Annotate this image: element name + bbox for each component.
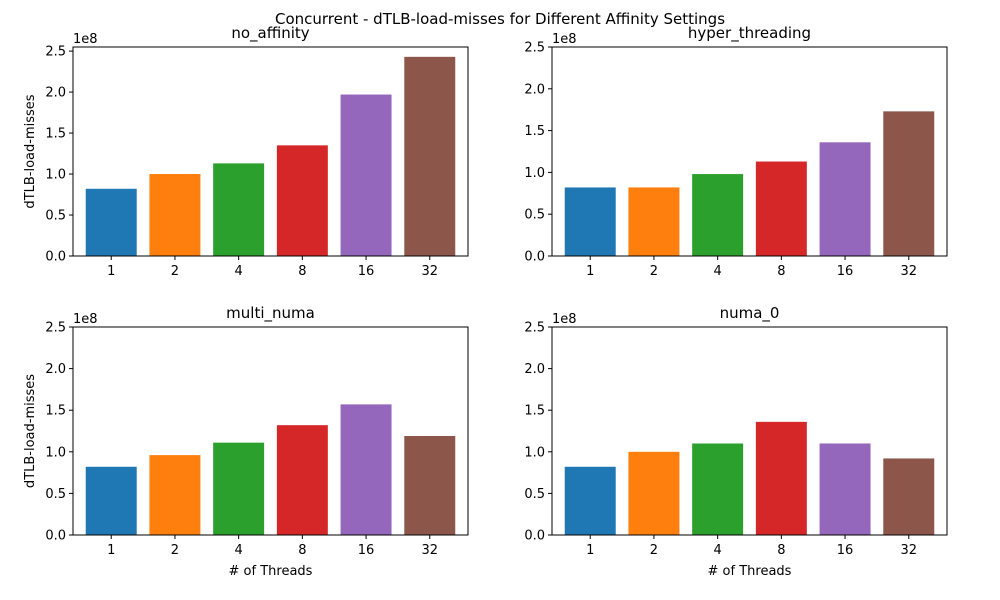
bar-8 — [755, 161, 807, 256]
y-tick-label: 1.5 — [524, 124, 545, 139]
y-tick-label: 1.0 — [524, 445, 545, 460]
axes-frame — [72, 46, 469, 257]
subplots: 0.0 0.5 1.0 1.5 2.0 2.5 1 2 4 8 16 32 1e8 no_affinity… — [23, 24, 948, 579]
x-tick-label: 8 — [298, 264, 306, 279]
axes-frame — [551, 326, 948, 536]
y-tick-label: 0.5 — [524, 487, 545, 502]
bar-8 — [755, 421, 807, 535]
bar-1 — [564, 466, 616, 535]
y-tick-label: 2.0 — [45, 362, 66, 377]
x-tick-label: 8 — [777, 543, 785, 558]
bar-32 — [404, 435, 456, 535]
y-offset-text: 1e8 — [73, 32, 98, 47]
x-tick-label: 4 — [714, 543, 722, 558]
axes-frame — [72, 326, 469, 536]
subplot-title: no_affinity — [231, 24, 309, 43]
x-tick-label: 8 — [777, 264, 785, 279]
y-tick-label: 1.0 — [45, 445, 66, 460]
x-tick-label: 16 — [837, 264, 854, 279]
x-tick-label: 32 — [901, 264, 918, 279]
x-tick-label: 2 — [171, 543, 179, 558]
x-tick-label: 4 — [235, 264, 243, 279]
x-tick-label: 1 — [107, 543, 115, 558]
y-tick-label: 2.0 — [45, 86, 66, 101]
x-tick-label: 32 — [422, 264, 439, 279]
y-axis-label: dTLB-load-misses — [23, 374, 38, 488]
subplot-title: numa_0 — [720, 304, 780, 323]
x-tick-label: 1 — [107, 264, 115, 279]
y-tick-label: 2.0 — [524, 362, 545, 377]
x-tick-label: 1 — [586, 543, 594, 558]
bar-1 — [85, 188, 137, 256]
y-tick-label: 0.0 — [524, 529, 545, 544]
bar-32 — [883, 111, 935, 256]
bar-32 — [883, 458, 935, 535]
y-tick-label: 2.5 — [45, 45, 66, 60]
bar-8 — [276, 145, 328, 256]
y-tick-label: 0.5 — [524, 208, 545, 223]
x-tick-label: 8 — [298, 543, 306, 558]
y-tick-label: 0.5 — [45, 209, 66, 224]
y-tick-label: 0.0 — [524, 250, 545, 265]
y-tick-label: 1.0 — [524, 166, 545, 181]
y-tick-label: 0.5 — [45, 487, 66, 502]
y-tick-label: 1.0 — [45, 168, 66, 183]
bar-2 — [628, 451, 680, 535]
y-tick-label: 1.5 — [45, 404, 66, 419]
x-axis-label: # of Threads — [708, 564, 792, 579]
bar-4 — [213, 163, 265, 256]
axes-frame — [551, 46, 948, 257]
bar-4 — [692, 443, 744, 535]
x-tick-label: 2 — [171, 264, 179, 279]
bar-4 — [692, 174, 744, 256]
y-tick-label: 2.5 — [524, 321, 545, 336]
x-tick-label: 2 — [650, 264, 658, 279]
x-tick-label: 32 — [422, 543, 439, 558]
y-axis-label: dTLB-load-misses — [23, 94, 38, 208]
y-tick-label: 2.5 — [524, 41, 545, 56]
y-offset-text: 1e8 — [552, 32, 577, 47]
bar-8 — [276, 425, 328, 535]
x-tick-label: 4 — [235, 543, 243, 558]
y-offset-text: 1e8 — [552, 312, 577, 327]
subplot-no_affinity: 0.0 0.5 1.0 1.5 2.0 2.5 1 2 4 8 16 32 1e8 no_affinity… — [23, 24, 469, 279]
y-tick-label: 1.5 — [524, 404, 545, 419]
bar-2 — [628, 187, 680, 256]
y-offset-text: 1e8 — [73, 312, 98, 327]
subplot-title: multi_numa — [226, 304, 315, 323]
figure-title: Concurrent - dTLB-load-misses for Differ… — [275, 10, 725, 28]
x-tick-label: 4 — [714, 264, 722, 279]
bar-32 — [404, 56, 456, 256]
x-tick-label: 1 — [586, 264, 594, 279]
bar-16 — [819, 142, 871, 256]
bar-4 — [213, 442, 265, 535]
subplot-hyper_threading: 0.0 0.5 1.0 1.5 2.0 2.5 1 2 4 8 16 32 1e8 hyper_threa… — [524, 24, 948, 279]
subplot-title: hyper_threading — [688, 24, 811, 43]
x-tick-label: 32 — [901, 543, 918, 558]
subplot-multi_numa: 0.0 0.5 1.0 1.5 2.0 2.5 1 2 4 8 16 32 1e8 multi_numad… — [23, 304, 469, 579]
x-tick-label: 2 — [650, 543, 658, 558]
bar-16 — [340, 94, 392, 256]
bar-16 — [819, 443, 871, 535]
x-tick-label: 16 — [358, 543, 375, 558]
subplot-numa_0: 0.0 0.5 1.0 1.5 2.0 2.5 1 2 4 8 16 32 1e8 numa_0 # of … — [524, 304, 948, 579]
y-tick-label: 1.5 — [45, 127, 66, 142]
y-tick-label: 2.0 — [524, 82, 545, 97]
bar-1 — [85, 466, 137, 535]
bar-2 — [149, 174, 201, 256]
x-tick-label: 16 — [837, 543, 854, 558]
bar-16 — [340, 404, 392, 535]
y-tick-label: 0.0 — [45, 250, 66, 265]
bar-2 — [149, 455, 201, 535]
y-tick-label: 0.0 — [45, 529, 66, 544]
x-axis-label: # of Threads — [229, 564, 313, 579]
bar-1 — [564, 187, 616, 256]
y-tick-label: 2.5 — [45, 321, 66, 336]
x-tick-label: 16 — [358, 264, 375, 279]
